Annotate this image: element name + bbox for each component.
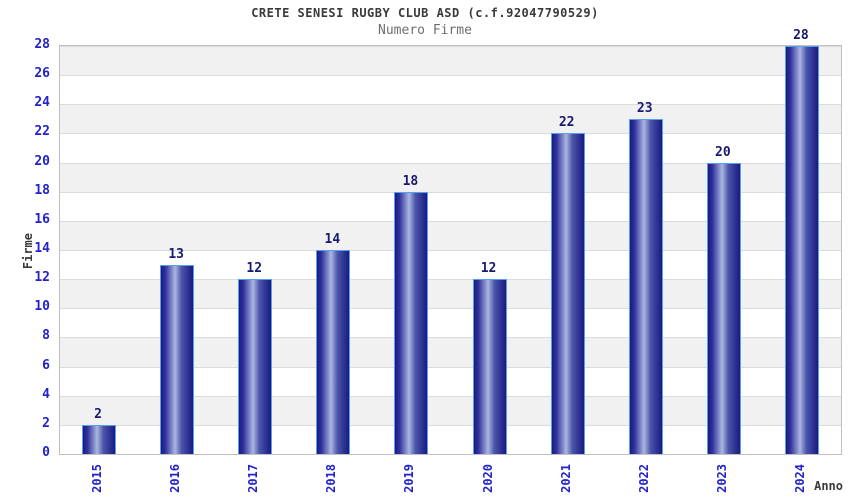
y-tick-label: 18	[34, 182, 50, 198]
y-tick-label: 16	[34, 211, 50, 227]
grid-band	[60, 104, 841, 134]
y-tick-label: 10	[34, 299, 50, 315]
y-tick-label: 6	[42, 357, 50, 373]
x-tick-label: 2018	[324, 464, 339, 493]
x-axis-label: Anno	[814, 479, 843, 493]
y-tick-label: 22	[34, 124, 50, 140]
bar-value-label: 12	[480, 261, 497, 276]
x-tick-label: 2015	[90, 464, 105, 493]
y-tick-label: 28	[34, 37, 50, 52]
x-tick-label: 2022	[636, 464, 651, 493]
y-tick-label: 20	[34, 153, 50, 169]
bar-value-label: 20	[715, 145, 731, 160]
bar-2017	[238, 279, 273, 454]
y-tick-label: 2	[42, 415, 50, 431]
bar-value-label: 2	[94, 407, 102, 422]
x-tick-label: 2023	[714, 464, 729, 493]
bar-2016	[160, 265, 195, 454]
x-tick-label: 2017	[246, 464, 261, 493]
x-tick-label: 2016	[168, 464, 183, 493]
plot-area	[59, 45, 842, 455]
bar-2019	[394, 192, 429, 454]
x-tick-label: 2021	[558, 464, 573, 493]
bar-2020	[472, 279, 507, 454]
grid-band	[60, 133, 841, 163]
bar-value-label: 13	[168, 247, 184, 262]
bar-value-label: 23	[636, 101, 653, 116]
bar-value-label: 14	[324, 232, 341, 247]
y-tick-label: 14	[34, 241, 50, 256]
bar-2022	[628, 119, 663, 454]
bar-2021	[550, 133, 585, 454]
y-tick-label: 8	[42, 328, 50, 344]
y-tick-label: 26	[34, 66, 50, 82]
y-tick-label: 12	[34, 270, 50, 286]
bar-2015	[82, 425, 117, 454]
x-tick-label: 2019	[402, 464, 417, 493]
bar-value-label: 12	[246, 261, 263, 276]
bar-value-label: 22	[558, 115, 575, 130]
y-tick-label: 0	[42, 445, 50, 460]
bar-2018	[316, 250, 351, 454]
y-tick-label: 4	[42, 386, 50, 402]
chart-subtitle: Numero Firme	[378, 23, 472, 38]
grid-band	[60, 75, 841, 105]
bar-value-label: 28	[793, 28, 809, 43]
grid-band	[60, 46, 841, 76]
x-tick-label: 2024	[792, 464, 807, 493]
bar-2024	[784, 46, 819, 454]
y-tick-label: 24	[34, 95, 50, 111]
bar-2023	[706, 163, 741, 454]
x-tick-label: 2020	[480, 464, 495, 493]
chart-title: CRETE SENESI RUGBY CLUB ASD (c.f.9204779…	[251, 6, 599, 20]
bar-value-label: 18	[402, 174, 419, 189]
